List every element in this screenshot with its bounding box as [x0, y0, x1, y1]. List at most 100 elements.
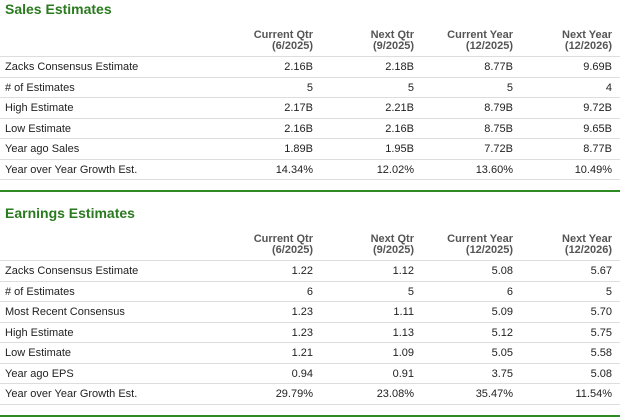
cell-value: 8.75B: [484, 122, 513, 135]
row-divider: [0, 76, 620, 78]
cell-value: 2.16B: [385, 122, 414, 135]
column-period: (6/2025): [272, 244, 313, 256]
section-divider: [0, 190, 620, 192]
row-divider: [0, 158, 620, 160]
cell-value: 5.08: [491, 265, 513, 277]
cell-value: 11.54%: [575, 388, 613, 400]
cell-value: 5.67: [590, 265, 612, 277]
cell-value: 5.05: [491, 347, 513, 359]
cell-value: 1.13: [392, 326, 414, 339]
column-name: Next Qtr: [370, 29, 414, 41]
row-label: # of Estimates: [5, 81, 75, 94]
cell-value: 2.17B: [284, 102, 313, 114]
cell-value: 9.69B: [583, 61, 612, 73]
cell-value: 5.70: [590, 306, 612, 318]
cell-value: 1.12: [392, 265, 414, 277]
cell-value: 23.08%: [376, 388, 414, 400]
column-name: Current Year: [447, 29, 513, 41]
cell-value: 1.23: [291, 306, 313, 318]
column-name: Next Year: [562, 233, 612, 245]
row-label: Most Recent Consensus: [5, 306, 125, 318]
column-period: (12/2025): [465, 40, 513, 52]
cell-value: 1.21: [291, 347, 313, 359]
column-period: (6/2025): [272, 40, 313, 52]
cell-value: 5: [506, 81, 513, 94]
row-divider: [0, 260, 620, 261]
cell-value: 1.89B: [284, 143, 313, 155]
cell-value: 1.23: [291, 326, 313, 339]
row-divider: [0, 403, 620, 405]
cell-value: 1.11: [393, 306, 414, 318]
cell-value: 6: [506, 285, 513, 298]
section-title: Sales Estimates: [5, 1, 112, 17]
cell-value: 5: [605, 285, 612, 298]
cell-value: 12.02%: [376, 163, 414, 176]
cell-value: 1.22: [291, 265, 313, 277]
cell-value: 0.94: [291, 367, 313, 380]
column-period: (12/2025): [465, 244, 513, 256]
cell-value: 8.77B: [583, 143, 612, 155]
row-divider: [0, 280, 620, 282]
row-divider: [0, 301, 620, 302]
row-divider: [0, 362, 620, 364]
column-period: (12/2026): [564, 244, 612, 256]
row-divider: [0, 383, 620, 384]
row-label: Year ago Sales: [5, 143, 80, 155]
column-period: (12/2026): [564, 40, 612, 52]
cell-value: 29.79%: [275, 388, 313, 400]
cell-value: 35.47%: [475, 388, 513, 400]
cell-value: 2.16B: [284, 61, 313, 73]
cell-value: 5.12: [491, 326, 513, 339]
cell-value: 0.91: [392, 367, 414, 380]
row-label: Low Estimate: [5, 122, 72, 135]
row-divider: [0, 56, 620, 57]
cell-value: 5.75: [590, 326, 612, 339]
section-title: Earnings Estimates: [5, 205, 135, 221]
row-divider: [0, 138, 620, 139]
row-divider: [0, 342, 620, 343]
column-name: Next Year: [562, 29, 612, 41]
row-label: Zacks Consensus Estimate: [5, 265, 139, 277]
cell-value: 2.21B: [385, 102, 414, 114]
cell-value: 10.49%: [574, 163, 612, 176]
section-divider: [0, 414, 620, 417]
column-period: (9/2025): [373, 40, 414, 52]
cell-value: 9.72B: [583, 102, 612, 114]
cell-value: 8.77B: [484, 61, 513, 73]
cell-value: 2.16B: [284, 122, 313, 135]
row-divider: [0, 97, 620, 98]
row-label: Low Estimate: [5, 347, 72, 359]
column-name: Next Qtr: [370, 233, 414, 245]
cell-value: 5: [407, 81, 414, 94]
cell-value: 4: [605, 81, 612, 94]
cell-value: 5: [306, 81, 313, 94]
cell-value: 1.95B: [385, 143, 414, 155]
cell-value: 14.34%: [275, 163, 313, 176]
row-label: Year over Year Growth Est.: [5, 388, 138, 400]
row-label: Zacks Consensus Estimate: [5, 61, 139, 73]
row-divider: [0, 117, 620, 119]
cell-value: 5.09: [491, 306, 513, 318]
cell-value: 13.60%: [475, 163, 513, 176]
cell-value: 7.72B: [484, 143, 513, 155]
cell-value: 1.09: [392, 347, 414, 359]
cell-value: 8.79B: [484, 102, 513, 114]
row-label: High Estimate: [5, 102, 74, 114]
cell-value: 2.18B: [385, 61, 414, 73]
column-name: Current Year: [447, 233, 513, 245]
row-label: Year ago EPS: [5, 367, 74, 380]
column-name: Current Qtr: [253, 233, 313, 245]
row-label: Year over Year Growth Est.: [5, 163, 138, 176]
cell-value: 5: [407, 285, 414, 298]
cell-value: 6: [306, 285, 313, 298]
cell-value: 9.65B: [583, 122, 612, 135]
column-period: (9/2025): [373, 244, 414, 256]
row-label: High Estimate: [5, 326, 74, 339]
row-divider: [0, 321, 620, 323]
row-divider: [0, 179, 620, 180]
row-label: # of Estimates: [5, 285, 75, 298]
cell-value: 3.75: [491, 367, 513, 380]
cell-value: 5.58: [590, 347, 612, 359]
column-name: Current Qtr: [253, 29, 313, 41]
